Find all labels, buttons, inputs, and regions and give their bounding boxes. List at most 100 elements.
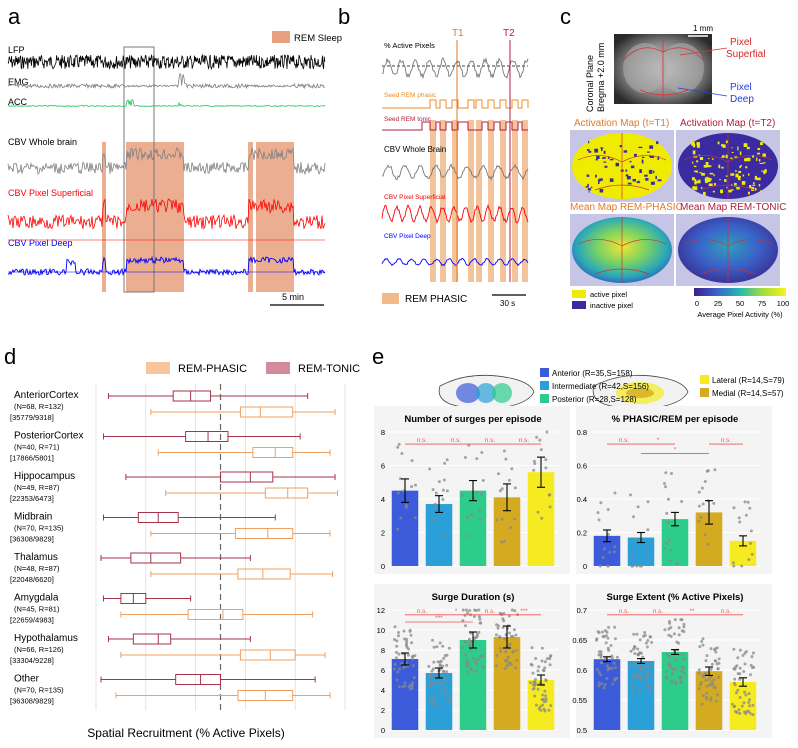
sig-label: *** <box>520 608 528 615</box>
data-point <box>712 678 716 682</box>
e-ytick: 0.2 <box>577 529 587 538</box>
zoom-window <box>123 46 155 293</box>
data-point <box>509 526 513 530</box>
data-point <box>633 645 636 648</box>
data-point <box>411 664 415 668</box>
b-label-deep: CBV Pixel Deep <box>384 233 431 240</box>
legend-tonic-swatch <box>266 362 290 374</box>
data-point <box>478 617 482 621</box>
data-point <box>547 708 551 712</box>
data-point <box>465 659 469 663</box>
data-point <box>665 653 669 657</box>
box <box>239 649 296 661</box>
data-point <box>478 621 482 625</box>
data-point <box>677 641 681 645</box>
data-point <box>738 677 742 681</box>
data-point <box>514 666 518 670</box>
data-point <box>749 529 753 533</box>
legend-phasic-label: REM-PHASIC <box>178 363 247 375</box>
legend-intermediate-swatch <box>540 381 549 390</box>
data-point <box>670 666 673 670</box>
data-point <box>648 662 652 666</box>
data-point <box>433 502 437 506</box>
data-point <box>738 520 742 524</box>
data-point <box>428 467 432 471</box>
data-point <box>441 488 445 492</box>
data-point <box>632 676 636 680</box>
data-point <box>635 564 639 568</box>
data-point <box>543 660 547 664</box>
e-ytick: 0 <box>381 726 385 735</box>
data-point <box>397 685 401 689</box>
trace-label-emg: EMG <box>8 77 29 87</box>
data-point <box>731 561 735 565</box>
data-point <box>596 630 600 634</box>
data-point <box>504 650 508 654</box>
rem-phasic-spans <box>430 120 528 282</box>
data-point <box>636 647 640 651</box>
data-point <box>715 662 719 666</box>
region-counts: [17866/5801] <box>10 454 54 463</box>
region-name: Hypothalamus <box>14 633 78 644</box>
b-label-superficial: CBV Pixel Superficial <box>384 194 446 201</box>
e-ytick: 0.55 <box>572 696 587 705</box>
sig-label: *** <box>435 615 443 622</box>
data-point <box>697 671 701 675</box>
data-point <box>474 670 478 673</box>
data-point <box>677 626 681 630</box>
data-point <box>609 644 613 647</box>
data-point <box>536 669 540 673</box>
sig-label: n.s. <box>619 608 630 615</box>
data-point <box>742 701 746 705</box>
data-point <box>705 691 709 695</box>
data-point <box>461 646 465 650</box>
data-point <box>544 697 548 701</box>
data-point <box>395 639 399 643</box>
region-n: (N=48, R=87) <box>14 564 60 573</box>
data-point <box>597 670 601 674</box>
data-point <box>673 618 677 622</box>
data-point <box>400 662 404 666</box>
data-point <box>530 646 534 650</box>
data-point <box>446 696 450 700</box>
data-point <box>540 646 544 650</box>
data-point <box>548 505 552 509</box>
data-point <box>510 634 514 638</box>
data-point <box>396 670 400 674</box>
data-point <box>700 640 704 643</box>
data-point <box>549 704 553 708</box>
data-point <box>738 648 742 652</box>
data-point <box>636 505 640 509</box>
data-point <box>396 491 400 495</box>
region-name: Other <box>14 674 40 685</box>
e-ytick: 0 <box>583 562 587 571</box>
data-point <box>671 680 675 684</box>
data-point <box>736 672 740 676</box>
data-point <box>481 665 485 669</box>
legend-anterior-label: Anterior (R=35,S=158) <box>552 369 633 378</box>
bar <box>425 504 453 566</box>
data-point <box>533 694 537 698</box>
data-point <box>541 693 545 697</box>
data-point <box>406 665 410 668</box>
data-point <box>664 471 668 475</box>
data-point <box>508 642 512 646</box>
data-point <box>431 667 435 671</box>
data-point <box>607 625 611 629</box>
box <box>239 406 294 418</box>
region-n: (N=68, R=132) <box>14 402 64 411</box>
data-point <box>395 644 399 648</box>
data-point <box>645 665 649 669</box>
data-point <box>745 710 749 714</box>
data-point <box>463 653 467 657</box>
data-point <box>394 656 398 660</box>
data-point <box>673 657 677 661</box>
data-point <box>633 537 637 541</box>
data-point <box>404 505 408 509</box>
region-counts: [22353/6473] <box>10 494 54 503</box>
data-point <box>704 678 708 682</box>
data-point <box>495 518 499 522</box>
data-point <box>544 699 548 703</box>
data-point <box>674 681 678 684</box>
data-point <box>498 489 502 493</box>
